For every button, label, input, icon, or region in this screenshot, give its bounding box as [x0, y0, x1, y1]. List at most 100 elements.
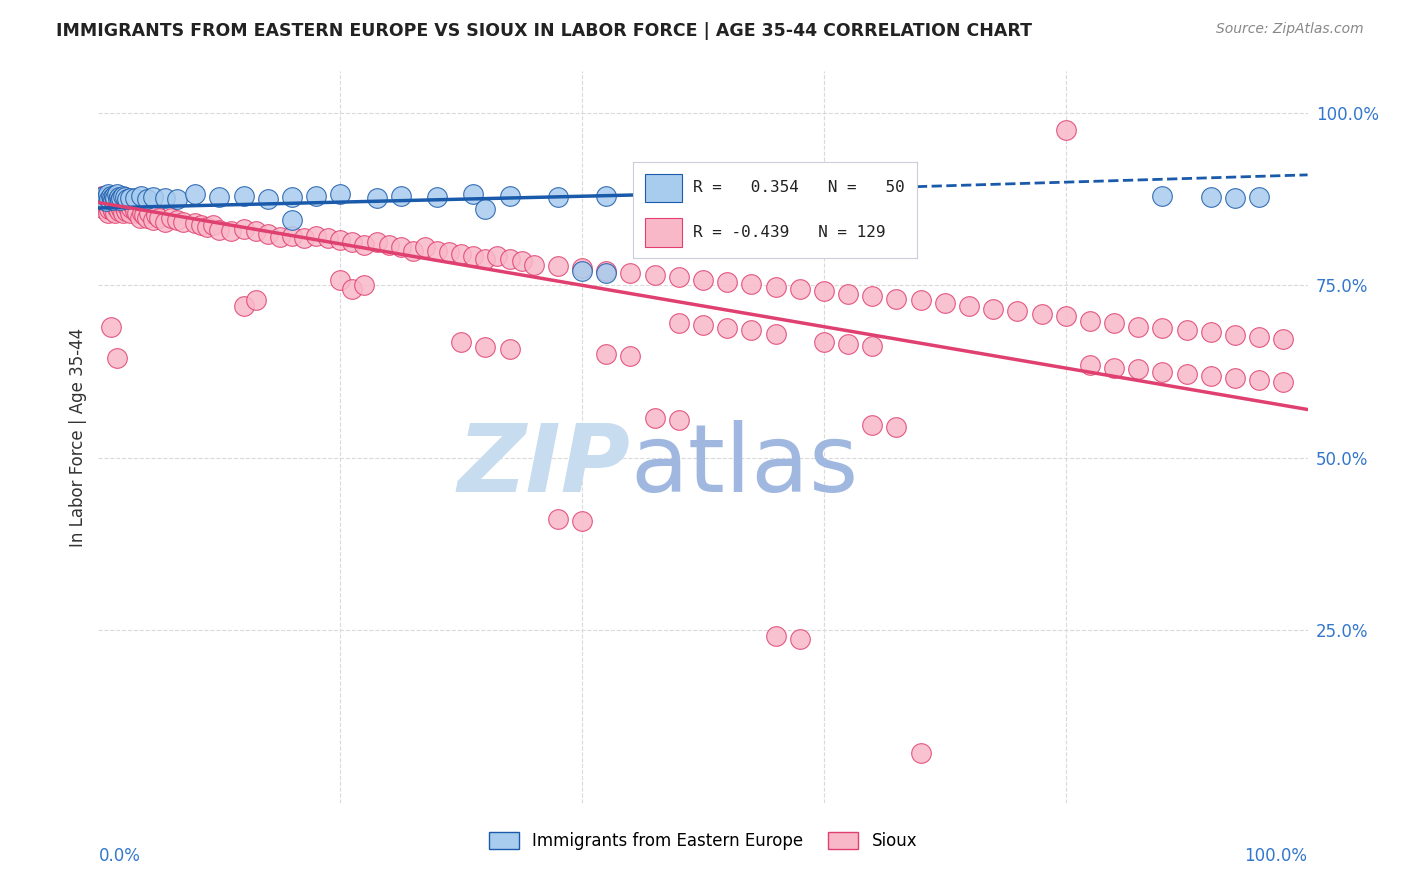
Point	[103, 197, 125, 211]
Point	[692, 318, 714, 333]
Point	[668, 316, 690, 330]
Point	[1007, 304, 1029, 318]
Point	[450, 247, 472, 261]
Point	[740, 277, 762, 291]
Point	[837, 337, 859, 351]
Point	[740, 187, 762, 202]
Point	[190, 218, 212, 232]
Point	[595, 266, 617, 280]
Point	[1078, 358, 1101, 372]
Point	[166, 212, 188, 227]
Point	[1199, 190, 1222, 204]
Bar	[645, 174, 682, 202]
Point	[104, 206, 127, 220]
Point	[1152, 365, 1174, 379]
Point	[1078, 314, 1101, 328]
Point	[114, 190, 136, 204]
Bar	[645, 218, 682, 246]
Text: atlas: atlas	[630, 420, 859, 512]
Point	[463, 249, 485, 263]
Point	[595, 264, 617, 278]
Point	[644, 410, 666, 425]
Point	[1223, 191, 1246, 205]
Point	[100, 319, 122, 334]
Point	[498, 189, 520, 203]
Point	[740, 323, 762, 337]
Point	[184, 187, 207, 202]
Text: 100.0%: 100.0%	[1244, 847, 1308, 864]
Point	[353, 238, 375, 252]
Point	[1152, 321, 1174, 335]
Point	[91, 188, 114, 202]
Point	[108, 193, 131, 207]
Point	[571, 514, 593, 528]
Point	[281, 228, 304, 243]
Point	[413, 240, 436, 254]
Point	[1152, 188, 1174, 202]
Point	[232, 188, 254, 202]
Point	[402, 244, 425, 258]
Point	[108, 203, 131, 218]
Point	[131, 206, 153, 220]
Point	[474, 202, 496, 217]
Point	[547, 259, 569, 273]
Y-axis label: In Labor Force | Age 35-44: In Labor Force | Age 35-44	[69, 327, 87, 547]
Point	[510, 254, 533, 268]
Point	[101, 203, 124, 218]
Point	[329, 234, 352, 248]
Point	[105, 187, 128, 202]
Point	[305, 189, 328, 203]
Point	[120, 201, 142, 215]
Point	[97, 206, 120, 220]
Point	[1249, 330, 1271, 344]
Point	[166, 192, 188, 206]
Point	[96, 190, 118, 204]
Point	[202, 218, 225, 232]
Point	[108, 199, 131, 213]
Point	[595, 347, 617, 361]
Point	[107, 192, 129, 206]
Point	[668, 270, 690, 285]
Point	[716, 321, 738, 335]
Point	[789, 282, 811, 296]
Point	[426, 244, 449, 258]
Point	[498, 342, 520, 356]
Point	[105, 201, 128, 215]
Point	[1102, 361, 1125, 376]
Point	[172, 215, 194, 229]
Point	[523, 258, 546, 272]
Point	[366, 235, 388, 250]
Point	[221, 224, 243, 238]
Point	[860, 417, 883, 432]
Point	[124, 203, 146, 218]
Point	[232, 221, 254, 235]
Point	[153, 215, 176, 229]
Text: 0.0%: 0.0%	[98, 847, 141, 864]
Point	[134, 208, 156, 222]
Point	[93, 202, 115, 217]
Point	[245, 293, 267, 308]
Point	[127, 206, 149, 220]
Point	[1175, 367, 1198, 381]
Point	[100, 201, 122, 215]
Point	[94, 194, 117, 208]
Point	[1199, 325, 1222, 339]
Point	[389, 240, 412, 254]
Point	[934, 295, 956, 310]
Point	[426, 190, 449, 204]
Point	[789, 632, 811, 646]
Point	[1223, 371, 1246, 385]
Point	[208, 190, 231, 204]
Point	[142, 190, 165, 204]
Point	[353, 278, 375, 293]
Point	[97, 187, 120, 202]
Point	[813, 284, 835, 298]
Point	[100, 191, 122, 205]
Point	[886, 292, 908, 306]
Point	[98, 202, 121, 217]
Point	[107, 195, 129, 210]
Point	[101, 193, 124, 207]
Point	[145, 208, 167, 222]
Point	[104, 191, 127, 205]
Point	[765, 629, 787, 643]
